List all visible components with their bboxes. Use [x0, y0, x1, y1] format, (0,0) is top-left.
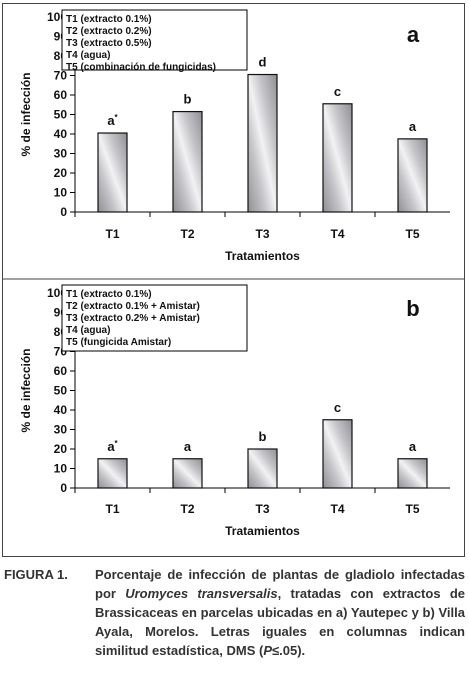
caption-label: FIGURA 1. — [4, 567, 68, 582]
chart-b-bar — [247, 448, 278, 489]
figure-charts: 0102030405060708090100T1a*T2bT3dT4cT5a% … — [2, 9, 465, 538]
chart-b-x-tick-label: T3 — [255, 502, 269, 516]
chart-b-bar — [97, 458, 128, 489]
chart-b-y-tick-label: 50 — [54, 384, 68, 398]
chart-a-significance-letter: c — [334, 84, 341, 99]
chart-a-y-tick-label: 10 — [54, 186, 68, 200]
chart-a-significance-letter: a — [409, 119, 417, 134]
chart-b-significance-mark: * — [115, 439, 119, 448]
chart-b-legend-item: T4 (agua) — [66, 325, 110, 336]
chart-a-bar — [97, 132, 128, 213]
figure-frame — [2, 3, 465, 557]
chart-a-bar — [322, 103, 353, 213]
chart-a-legend-item: T1 (extracto 0.1%) — [66, 14, 152, 25]
chart-b-y-tick-label: 20 — [54, 442, 68, 456]
chart-b-y-axis-title: % de infección — [19, 348, 33, 432]
chart-b-significance-letter: a — [184, 439, 192, 454]
chart-a-legend-item: T3 (extracto 0.5%) — [66, 38, 152, 49]
chart-b-panel-label: b — [406, 296, 419, 321]
chart-b-legend-item: T5 (fungicida Amistar) — [66, 337, 171, 348]
chart-a-x-axis-title: Tratamientos — [225, 249, 300, 263]
chart-b-x-tick-label: T2 — [180, 502, 194, 516]
chart-b-y-tick-label: 10 — [54, 462, 68, 476]
chart-b-significance-letter: a — [409, 439, 417, 454]
chart-a-bar — [397, 138, 428, 213]
caption-p-symbol: P — [263, 643, 272, 658]
chart-b-x-tick-label: T5 — [405, 502, 419, 516]
chart-a-x-tick-label: T4 — [330, 227, 344, 241]
chart-b-y-tick-label: 60 — [54, 364, 68, 378]
chart-a-x-tick-label: T1 — [105, 227, 119, 241]
chart-a-x-tick-label: T5 — [405, 227, 419, 241]
chart-b-legend-item: T3 (extracto 0.2% + Amistar) — [66, 313, 200, 324]
chart-b-legend-item: T2 (extracto 0.1% + Amistar) — [66, 301, 200, 312]
chart-b-significance-letter: c — [334, 400, 341, 415]
chart-a-x-tick-label: T3 — [255, 227, 269, 241]
chart-b-x-tick-label: T4 — [330, 502, 344, 516]
chart-b-x-tick-label: T1 — [105, 502, 119, 516]
chart-a-significance-letter: b — [184, 92, 192, 107]
chart-a-significance-letter: d — [259, 55, 267, 70]
chart-a-significance-mark: * — [115, 113, 119, 122]
chart-a-bar — [172, 110, 203, 213]
chart-b-significance-letter: b — [259, 429, 267, 444]
caption-species: Uromyces transversalis — [125, 586, 278, 601]
caption-text-middle: , tratadas con extractos de Brassicaceas… — [95, 586, 466, 658]
chart-a-y-tick-label: 0 — [60, 205, 67, 219]
chart-a-y-tick-label: 60 — [54, 88, 68, 102]
chart-a-legend-box — [61, 9, 248, 71]
chart-b-bar — [322, 419, 353, 489]
chart-b-x-axis-title: Tratamientos — [225, 524, 300, 538]
chart-a-legend-item: T5 (combinación de fungicidas) — [66, 62, 216, 73]
chart-a-panel-label: a — [407, 22, 420, 47]
chart-a-legend-item: T4 (agua) — [66, 50, 110, 61]
chart-b-legend-item: T1 (extracto 0.1%) — [66, 289, 152, 300]
chart-b-legend-box — [61, 284, 248, 352]
chart-a-y-tick-label: 40 — [54, 127, 68, 141]
caption-text-start: Porcentaje de infección de plantas de gl… — [95, 567, 465, 601]
caption-text-end: ≤.05). — [272, 643, 306, 658]
chart-a-y-tick-label: 70 — [54, 69, 68, 83]
chart-b-significance-letter: a* — [107, 439, 118, 454]
chart-b-y-tick-label: 30 — [54, 423, 68, 437]
chart-a-legend-item: T2 (extracto 0.2%) — [66, 26, 152, 37]
chart-a-y-tick-label: 50 — [54, 108, 68, 122]
chart-a-significance-letter: a* — [107, 113, 118, 128]
chart-a-y-tick-label: 20 — [54, 166, 68, 180]
chart-b-bar — [172, 458, 203, 489]
chart-a-bar — [247, 73, 278, 213]
chart-b-bar — [397, 458, 428, 489]
chart-a-y-axis-title: % de infección — [19, 72, 33, 156]
chart-a-x-tick-label: T2 — [180, 227, 194, 241]
chart-b-y-tick-label: 0 — [60, 481, 67, 495]
caption-text: Porcentaje de infección de plantas de gl… — [95, 565, 465, 660]
chart-a-y-tick-label: 30 — [54, 147, 68, 161]
chart-b-y-tick-label: 40 — [54, 403, 68, 417]
